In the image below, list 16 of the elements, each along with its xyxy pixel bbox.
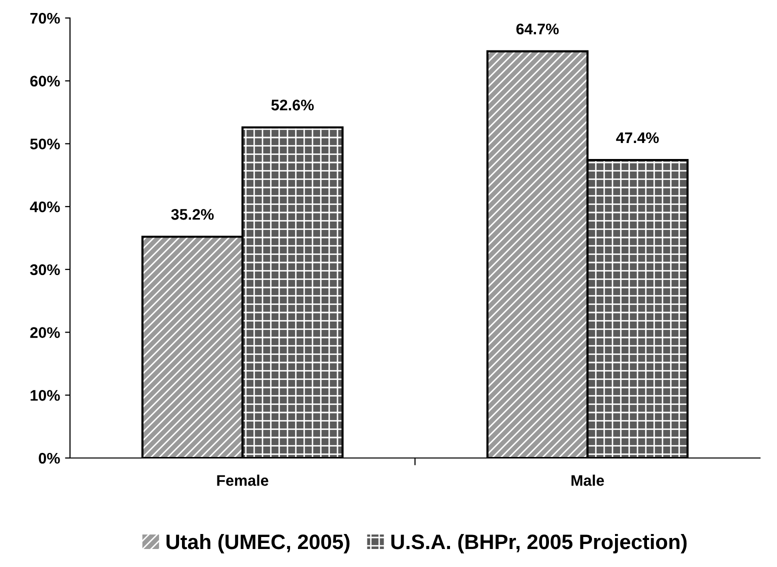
legend-label: U.S.A. (BHPr, 2005 Projection) [391, 534, 687, 554]
y-tick-label: 60% [30, 76, 60, 87]
y-tick-label: 30% [30, 264, 60, 276]
y-tick-label: 70% [30, 12, 60, 24]
x-tick-label: Male [572, 474, 604, 486]
x-tick-label: Female [217, 474, 268, 486]
data-label: 52.6% [271, 100, 314, 110]
y-tick-label: 10% [30, 390, 60, 401]
y-tick-label: 0% [38, 452, 60, 464]
data-label: 47.4% [616, 132, 659, 144]
y-tick-label: 40% [30, 201, 60, 212]
y-tick-label: 50% [30, 138, 60, 150]
legend-label: Utah (UMEC, 2005) [166, 534, 350, 554]
data-label: 64.7% [516, 24, 559, 34]
y-tick-label: 20% [30, 327, 60, 338]
data-label: 35.2% [171, 209, 214, 220]
